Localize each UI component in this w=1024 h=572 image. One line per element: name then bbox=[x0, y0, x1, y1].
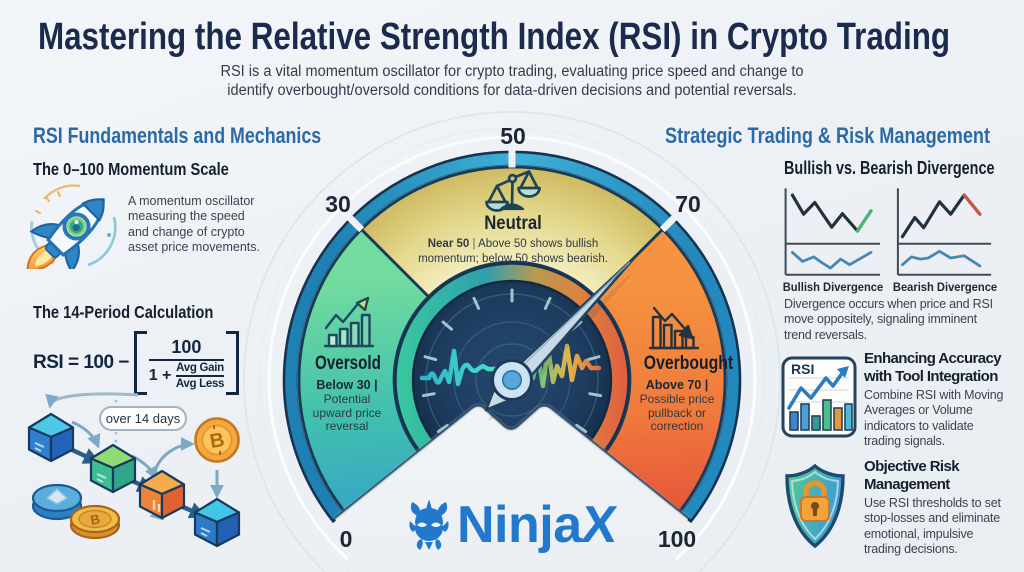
svg-text:over 14 days: over 14 days bbox=[106, 411, 181, 426]
svg-text:B: B bbox=[89, 511, 101, 528]
svg-text:B: B bbox=[208, 429, 226, 453]
svg-text:RSI: RSI bbox=[791, 361, 814, 377]
